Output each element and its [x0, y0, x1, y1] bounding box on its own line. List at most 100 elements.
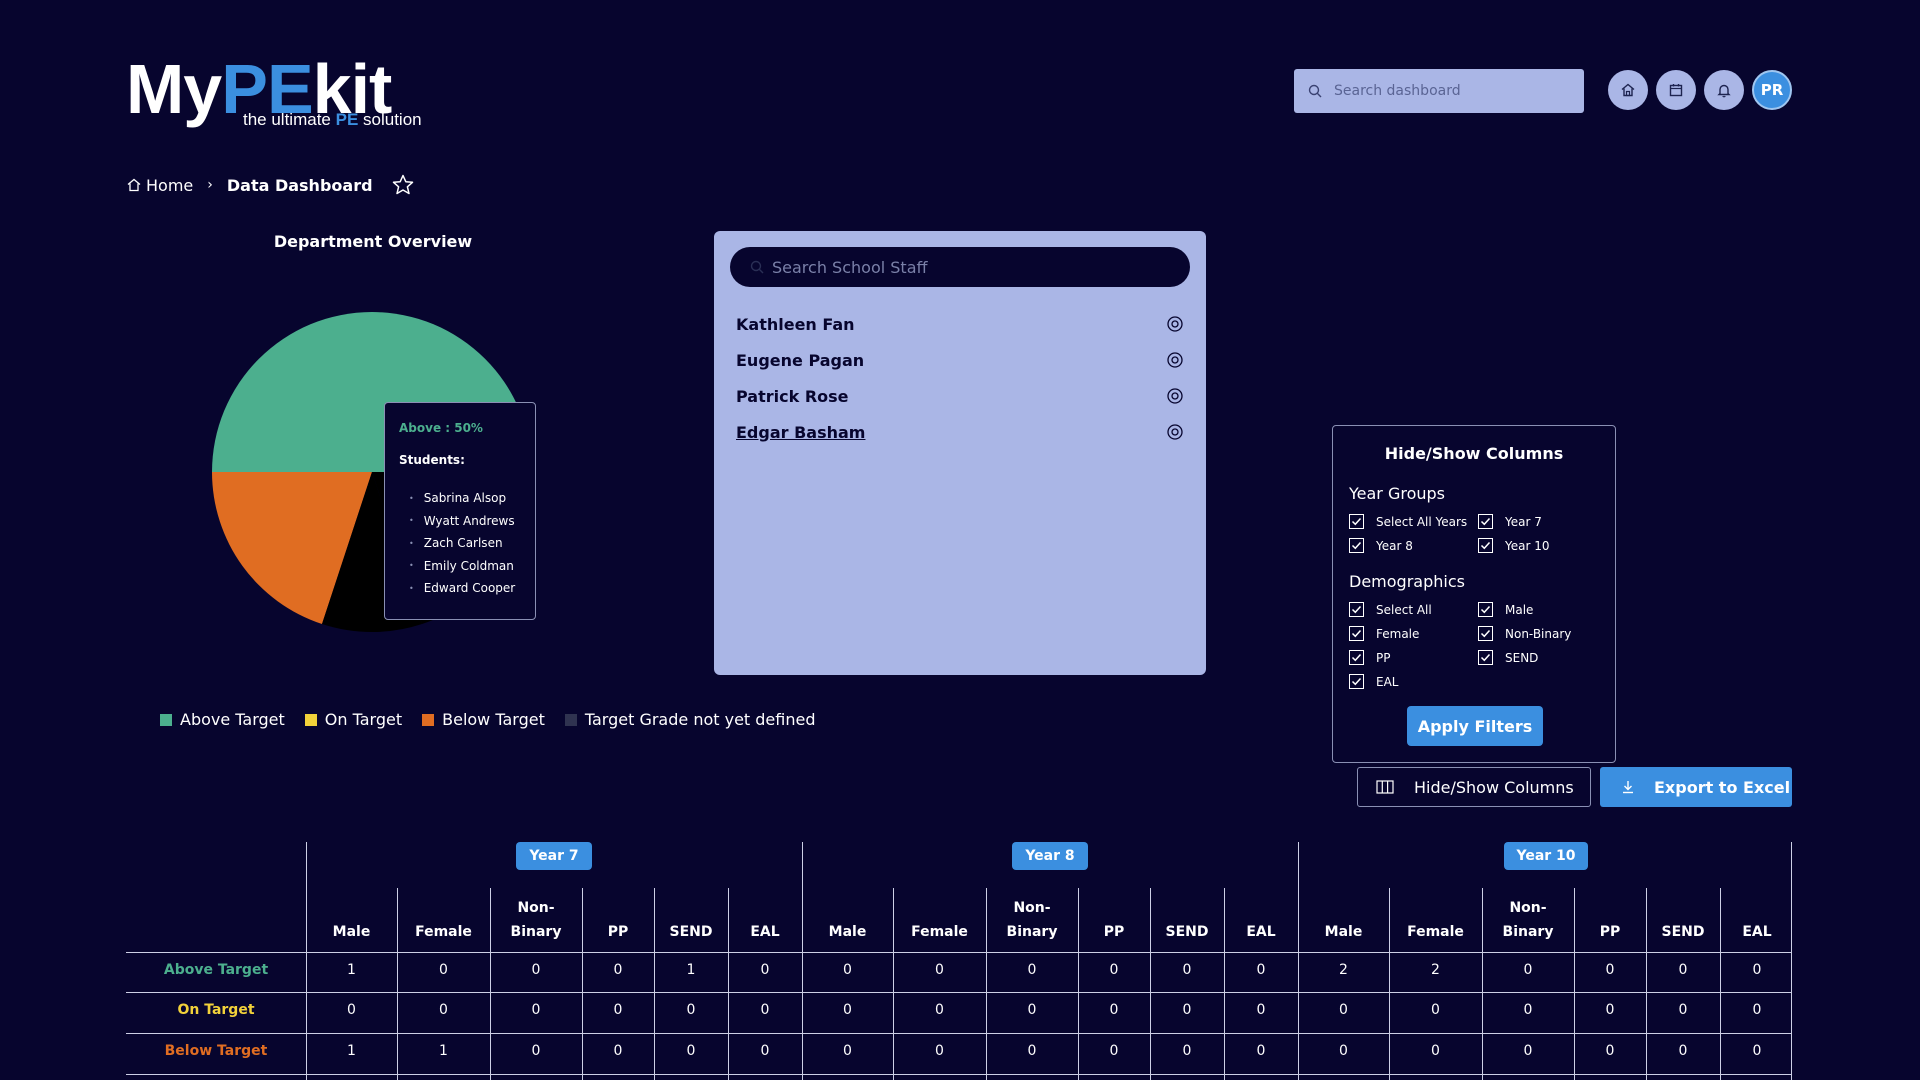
target-icon[interactable] [1166, 351, 1184, 369]
target-icon[interactable] [1166, 315, 1184, 333]
hide-show-columns-panel: Hide/Show Columns Year Groups Select All… [1332, 425, 1616, 763]
export-to-excel-button[interactable]: Export to Excel [1600, 767, 1792, 807]
dashboard-search[interactable] [1294, 69, 1584, 113]
column-header[interactable]: EAL [1246, 924, 1276, 940]
staff-name[interactable]: Patrick Rose [736, 386, 849, 406]
checkbox-female[interactable]: Female [1349, 626, 1419, 641]
checkbox-eal[interactable]: EAL [1349, 674, 1398, 689]
checkbox-male[interactable]: Male [1478, 602, 1533, 617]
checkbox-year-7[interactable]: Year 7 [1478, 514, 1542, 529]
column-header[interactable]: Female [415, 924, 472, 940]
table-column-divider [893, 888, 894, 1080]
apply-filters-button[interactable]: Apply Filters [1407, 706, 1543, 746]
checkbox-pp[interactable]: PP [1349, 650, 1390, 665]
table-cell: 0 [531, 1002, 541, 1018]
target-icon[interactable] [1166, 423, 1184, 441]
checkbox-send[interactable]: SEND [1478, 650, 1538, 665]
calendar-button[interactable] [1656, 70, 1696, 110]
table-group-divider [1298, 842, 1299, 1080]
table-column-divider [1482, 888, 1483, 1080]
checkbox-select-all[interactable]: Select All [1349, 602, 1432, 617]
column-header[interactable]: SEND [1165, 924, 1209, 940]
table-column-divider [1646, 888, 1647, 1080]
table-cell: 0 [1431, 1043, 1440, 1059]
table-cell: 0 [1431, 1002, 1440, 1018]
column-header[interactable]: SEND [669, 924, 713, 940]
table-cell: 0 [1605, 1002, 1615, 1018]
staff-search[interactable] [730, 247, 1190, 287]
check-icon [1478, 626, 1493, 641]
table-group-divider [306, 842, 307, 1080]
column-header[interactable]: PP [1599, 924, 1621, 940]
check-icon [1478, 602, 1493, 617]
column-header[interactable]: EAL [1742, 924, 1772, 940]
checkbox-non-binary[interactable]: Non-Binary [1478, 626, 1571, 641]
table-cell: 0 [935, 1043, 944, 1059]
checkbox-year-10[interactable]: Year 10 [1478, 538, 1550, 553]
checkbox-select-all-years[interactable]: Select All Years [1349, 514, 1467, 529]
target-icon[interactable] [1166, 387, 1184, 405]
logo-pe: PE [221, 50, 313, 128]
table-cell: 0 [1256, 1043, 1266, 1059]
home-button[interactable] [1608, 70, 1648, 110]
user-avatar[interactable]: PR [1752, 70, 1792, 110]
column-header[interactable]: PP [607, 924, 629, 940]
checkbox-label: Year 10 [1505, 538, 1550, 553]
column-header[interactable]: SEND [1661, 924, 1705, 940]
legend-on-target[interactable]: On Target [304, 710, 402, 729]
column-header[interactable]: PP [1103, 924, 1125, 940]
legend-label: Target Grade not yet defined [584, 710, 816, 729]
staff-item[interactable]: Eugene Pagan [736, 348, 1184, 372]
year-group-header[interactable]: Year 10 [1504, 842, 1588, 870]
column-header[interactable]: Female [911, 924, 968, 940]
pie-tooltip: Above : 50% Students: Sabrina Alsop Wyat… [384, 402, 536, 620]
tooltip-student: Zach Carlsen [409, 532, 521, 555]
table-column-divider [1574, 888, 1575, 1080]
staff-search-input[interactable] [772, 257, 1172, 277]
notifications-button[interactable] [1704, 70, 1744, 110]
table-cell: 0 [1109, 1043, 1119, 1059]
row-header: Below Target [164, 1043, 268, 1059]
table-column-divider [728, 888, 729, 1080]
column-header[interactable]: Non- Binary [1502, 900, 1554, 940]
table-column-divider [490, 888, 491, 1080]
dashboard-search-input[interactable] [1334, 83, 1564, 99]
checkbox-year-8[interactable]: Year 8 [1349, 538, 1413, 553]
column-header[interactable]: Male [828, 924, 867, 940]
row-header: On Target [177, 1002, 255, 1018]
check-icon [1349, 602, 1364, 617]
table-cell: 0 [1339, 1043, 1348, 1059]
demographics-heading: Demographics [1349, 572, 1465, 591]
hide-show-columns-button[interactable]: Hide/Show Columns [1357, 767, 1591, 807]
column-header[interactable]: Male [332, 924, 371, 940]
staff-name[interactable]: Edgar Basham [736, 422, 866, 442]
home-icon [1621, 83, 1635, 97]
tooltip-student: Edward Cooper [409, 577, 521, 600]
staff-name[interactable]: Eugene Pagan [736, 350, 865, 370]
table-cell: 0 [843, 962, 852, 978]
column-header[interactable]: Female [1407, 924, 1464, 940]
table-cell: 0 [1182, 962, 1192, 978]
breadcrumb-home[interactable]: Home [146, 175, 194, 195]
staff-item[interactable]: Patrick Rose [736, 384, 1184, 408]
breadcrumb: Home › Data Dashboard [126, 172, 415, 198]
column-header[interactable]: Male [1324, 924, 1363, 940]
column-header[interactable]: Non- Binary [1006, 900, 1058, 940]
table-cell: 1 [439, 1043, 448, 1059]
button-label: Export to Excel [1654, 777, 1791, 797]
year-group-header[interactable]: Year 8 [1012, 842, 1088, 870]
legend-not-defined[interactable]: Target Grade not yet defined [564, 710, 816, 729]
year-group-header[interactable]: Year 7 [516, 842, 592, 870]
legend-below-target[interactable]: Below Target [422, 710, 545, 729]
staff-item[interactable]: Edgar Basham [736, 420, 1184, 444]
column-header[interactable]: Non- Binary [510, 900, 562, 940]
button-label: Hide/Show Columns [1414, 777, 1574, 797]
mypekit-logo[interactable]: MyPEkit the ultimate PE solution [126, 50, 446, 136]
legend-above-target[interactable]: Above Target [160, 710, 285, 729]
table-cell: 0 [613, 962, 623, 978]
star-icon[interactable] [391, 173, 415, 197]
column-header[interactable]: EAL [750, 924, 780, 940]
staff-item[interactable]: Kathleen Fan [736, 312, 1184, 336]
staff-name[interactable]: Kathleen Fan [736, 314, 855, 334]
pie-slice-below-target[interactable] [212, 472, 372, 624]
